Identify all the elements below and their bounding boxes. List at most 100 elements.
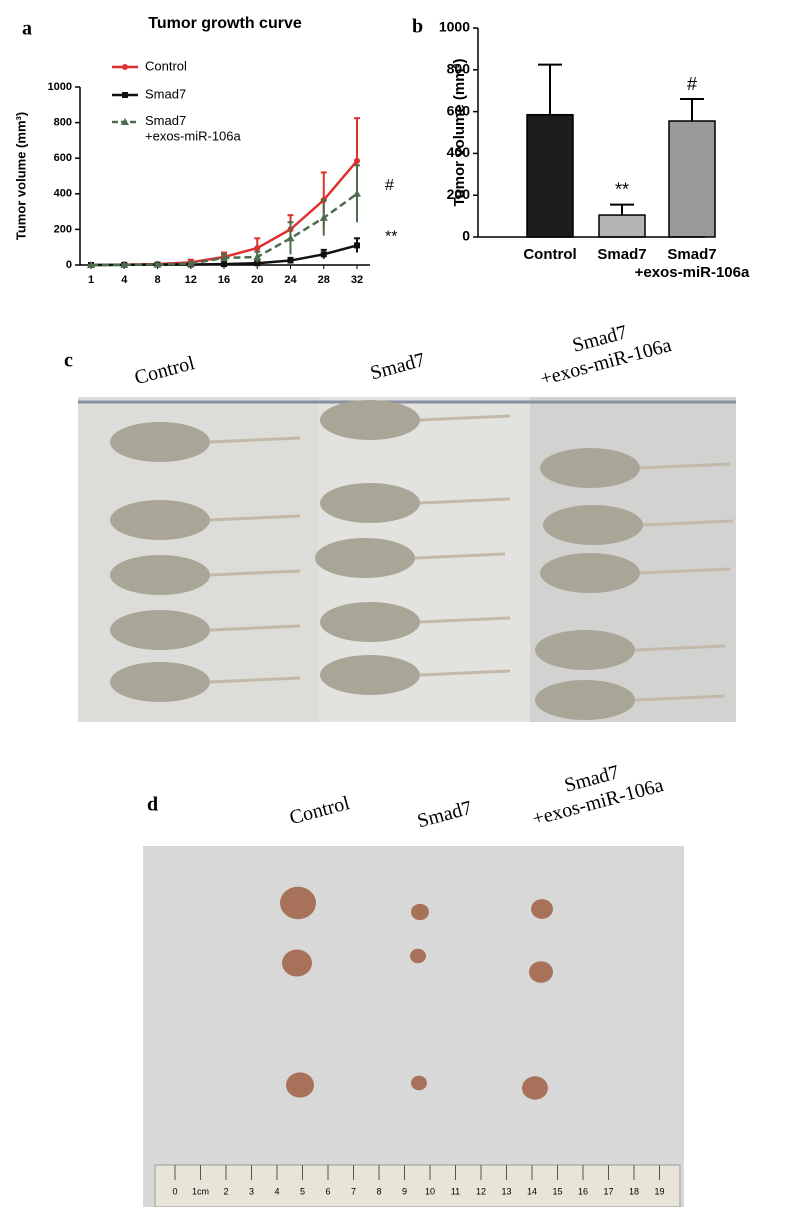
- mouse-tail: [414, 552, 506, 560]
- ruler: 0 1cm 2 3 4 5 6 7 8 9 10 11 12 13 14 15 16 17 18 19: [172, 1165, 665, 1196]
- point: [122, 64, 128, 70]
- x-tick-label: 12: [185, 274, 197, 286]
- ruler-label: 0: [172, 1186, 177, 1196]
- mouse-tail: [642, 519, 734, 527]
- y-tick-label: 200: [447, 186, 471, 202]
- x-tick-label: 20: [251, 274, 263, 286]
- y-tick-label: 400: [54, 188, 72, 200]
- point: [221, 261, 227, 268]
- bar: [526, 113, 574, 238]
- x-tick-label: 8: [154, 274, 160, 286]
- mouse-body: [110, 500, 210, 540]
- x-tick-label: Smad7 +exos-miR-106a: [635, 246, 750, 281]
- point: [122, 92, 128, 98]
- ruler-label: 3: [249, 1186, 254, 1196]
- ruler-label: 8: [376, 1186, 381, 1196]
- mouse-tail: [634, 644, 726, 652]
- y-axis-label: Tumor volume (mm³): [13, 112, 28, 240]
- point: [287, 257, 294, 264]
- annotation: **: [615, 179, 629, 199]
- mouse-tail: [639, 567, 731, 575]
- ruler-label: 13: [501, 1186, 511, 1196]
- group-label: Control: [132, 352, 197, 389]
- mouse-tail: [639, 462, 731, 470]
- chart-title: Tumor growth curve: [148, 15, 302, 32]
- mouse-tail: [209, 676, 301, 684]
- ruler-label: 2: [223, 1186, 228, 1196]
- ruler-label: 7: [351, 1186, 356, 1196]
- mouse-tail: [209, 436, 301, 444]
- ruler-label: 15: [552, 1186, 562, 1196]
- mouse-body: [320, 655, 420, 695]
- panel-label: b: [412, 16, 423, 38]
- point: [186, 259, 195, 267]
- tumor: [411, 1075, 427, 1091]
- x-tick-label: 1: [88, 274, 94, 286]
- mouse-body: [110, 662, 210, 702]
- tumor: [282, 949, 312, 977]
- tumors: [280, 886, 553, 1100]
- group-label: Smad7: [368, 349, 427, 385]
- point: [319, 213, 328, 221]
- mice: [110, 400, 734, 720]
- x-tick-label: 28: [318, 274, 330, 286]
- tumor: [529, 961, 553, 983]
- annotation: #: [687, 74, 697, 94]
- point: [254, 245, 261, 252]
- point: [254, 260, 261, 267]
- tumor: [280, 886, 316, 920]
- mouse-body: [535, 680, 635, 720]
- tumor: [411, 903, 429, 921]
- tumor: [410, 948, 426, 964]
- legend-label: Control: [145, 58, 187, 73]
- ruler-label: 17: [603, 1186, 613, 1196]
- mouse-body: [110, 610, 210, 650]
- y-tick-label: 400: [447, 144, 471, 160]
- bar: [668, 120, 716, 238]
- mouse-body: [320, 400, 420, 440]
- x-tick-label: 16: [218, 274, 230, 286]
- x-tick-label: 32: [351, 274, 363, 286]
- tumor: [522, 1076, 548, 1100]
- y-tick-label: 0: [462, 228, 470, 244]
- ruler-label: 12: [476, 1186, 486, 1196]
- mouse-body: [320, 483, 420, 523]
- tumor: [286, 1072, 314, 1098]
- point: [87, 261, 95, 268]
- mouse-body: [320, 602, 420, 642]
- group-label: Smad7: [415, 797, 474, 833]
- group-label: Smad7+exos-miR-106a: [524, 751, 666, 830]
- panel-label: d: [147, 794, 158, 816]
- point: [253, 252, 262, 260]
- annotation: **: [385, 229, 397, 246]
- group-label: Smad7+exos-miR-106a: [532, 311, 674, 390]
- point: [354, 242, 360, 249]
- point: [120, 260, 129, 268]
- group-label: Control: [287, 792, 352, 829]
- mouse-tail: [419, 669, 511, 677]
- point: [286, 234, 295, 242]
- point: [153, 260, 162, 268]
- point: [220, 253, 228, 261]
- mouse-body: [110, 555, 210, 595]
- ruler-label: 19: [654, 1186, 664, 1196]
- ruler-label: 9: [402, 1186, 407, 1196]
- mouse-body: [540, 448, 640, 488]
- legend-label: Smad7 +exos-miR-106a: [145, 113, 242, 144]
- mouse-tail: [419, 616, 511, 624]
- mouse-tail: [209, 514, 301, 522]
- mouse-tail: [419, 414, 511, 422]
- panel-label: a: [22, 18, 32, 40]
- ruler-label: 5: [300, 1186, 305, 1196]
- mouse-tail: [634, 694, 726, 702]
- y-axis-label: Tumor volume (mm³): [451, 58, 468, 206]
- y-tick-label: 600: [54, 152, 72, 164]
- ruler-label: 1cm: [192, 1186, 209, 1196]
- ruler-label: 16: [578, 1186, 588, 1196]
- y-tick-label: 600: [447, 102, 471, 118]
- mouse-body: [110, 422, 210, 462]
- x-tick-label: 24: [284, 274, 297, 286]
- ruler-label: 11: [451, 1186, 460, 1196]
- mouse-body: [315, 538, 415, 578]
- mouse-tail: [209, 569, 301, 577]
